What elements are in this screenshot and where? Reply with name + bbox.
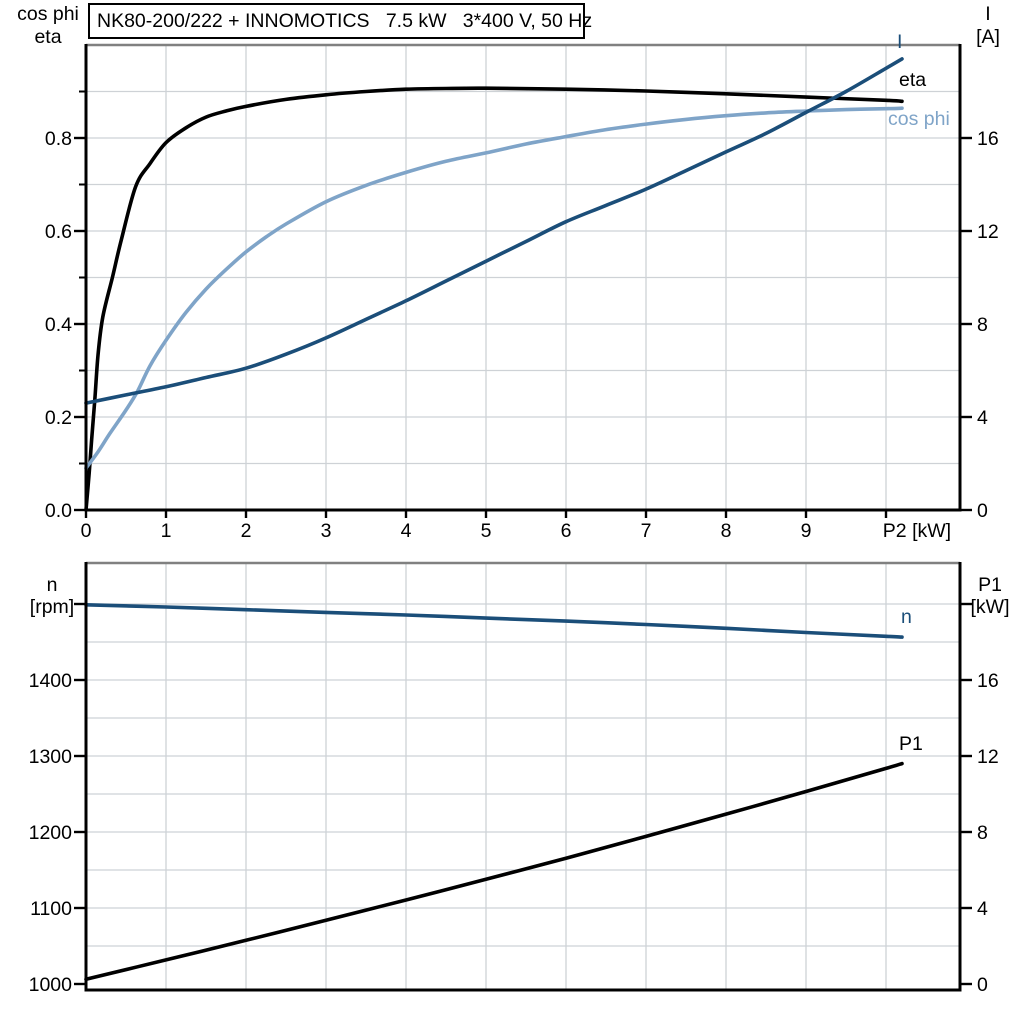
- bottom-chart-right-tick-label: 16: [977, 670, 999, 692]
- top-right-axis-title-amps: [A]: [976, 26, 1000, 48]
- top-chart-left-tick-label: 0.2: [45, 407, 72, 429]
- bottom-chart-left-tick-label: 1100: [30, 898, 72, 920]
- top-chart-x-tick-label: 3: [321, 520, 332, 542]
- top-chart-right-tick-label: 4: [977, 407, 988, 429]
- n-curve: [84, 603, 904, 639]
- top-chart-left-tick-label: 0.6: [45, 221, 72, 243]
- top-chart-right-tick-label: 16: [977, 128, 999, 150]
- current-curve-label: I: [897, 31, 903, 53]
- cos_phi-curve: [84, 106, 904, 470]
- top-chart-x-tick-label: 1: [161, 520, 172, 542]
- bottom-chart-left-tick-label: 1200: [29, 822, 73, 844]
- bottom-chart-left-tick-label: 1300: [29, 746, 73, 768]
- top-chart-right-tick-label: 8: [977, 314, 988, 336]
- bottom-chart-right-tick-label: 8: [977, 822, 988, 844]
- P1-curve: [84, 761, 904, 982]
- p1-curve-label: P1: [899, 733, 923, 755]
- bottom-chart-left-tick-label: 1400: [29, 670, 73, 692]
- top-chart-right-tick-label: 12: [977, 221, 999, 243]
- top-chart-x-tick-label: 9: [801, 520, 812, 542]
- top-chart-x-tick-label: 6: [561, 520, 572, 542]
- top-chart-x-tick-label: 7: [641, 520, 652, 542]
- bottom-right-axis-title-kw: [kW]: [970, 596, 1010, 618]
- top-chart-x-tick-label: 4: [401, 520, 412, 542]
- speed-curve-label: n: [901, 606, 912, 628]
- top-chart-x-axis-label: P2 [kW]: [883, 520, 951, 542]
- bottom-left-axis-title-rpm: [rpm]: [29, 596, 75, 618]
- bottom-right-axis-title-p1: P1: [978, 574, 1002, 596]
- bottom-chart-right-tick-label: 4: [977, 898, 988, 920]
- top-chart-right-tick-label: 0: [977, 500, 988, 522]
- bottom-chart-right-tick-label: 12: [977, 746, 999, 768]
- top-chart-x-tick-label: 2: [241, 520, 252, 542]
- top-chart-x-tick-label: 5: [481, 520, 492, 542]
- top-left-axis-title-cosphi: cos phi: [17, 3, 79, 25]
- bottom-chart-right-tick-label: 0: [977, 974, 988, 996]
- eta-curve: [84, 86, 904, 512]
- cosphi-curve-label: cos phi: [888, 108, 950, 130]
- I-curve: [84, 57, 904, 405]
- bottom-chart-left-tick-label: 1000: [29, 974, 73, 996]
- chart-title-box: NK80-200/222 + INNOMOTICS 7.5 kW 3*400 V…: [88, 3, 592, 39]
- top-chart-x-tick-label: 8: [721, 520, 732, 542]
- top-chart-left-tick-label: 0.8: [45, 128, 72, 150]
- top-chart-left-tick-label: 0.4: [45, 314, 72, 336]
- top-left-axis-title-eta: eta: [34, 26, 62, 48]
- eta-curve-label: eta: [899, 69, 927, 91]
- bottom-left-axis-title-n: n: [46, 574, 58, 596]
- top-chart-left-tick-label: 0.0: [45, 500, 72, 522]
- top-right-axis-title-i: I: [985, 3, 991, 25]
- top-chart-x-tick-label: 0: [81, 520, 92, 542]
